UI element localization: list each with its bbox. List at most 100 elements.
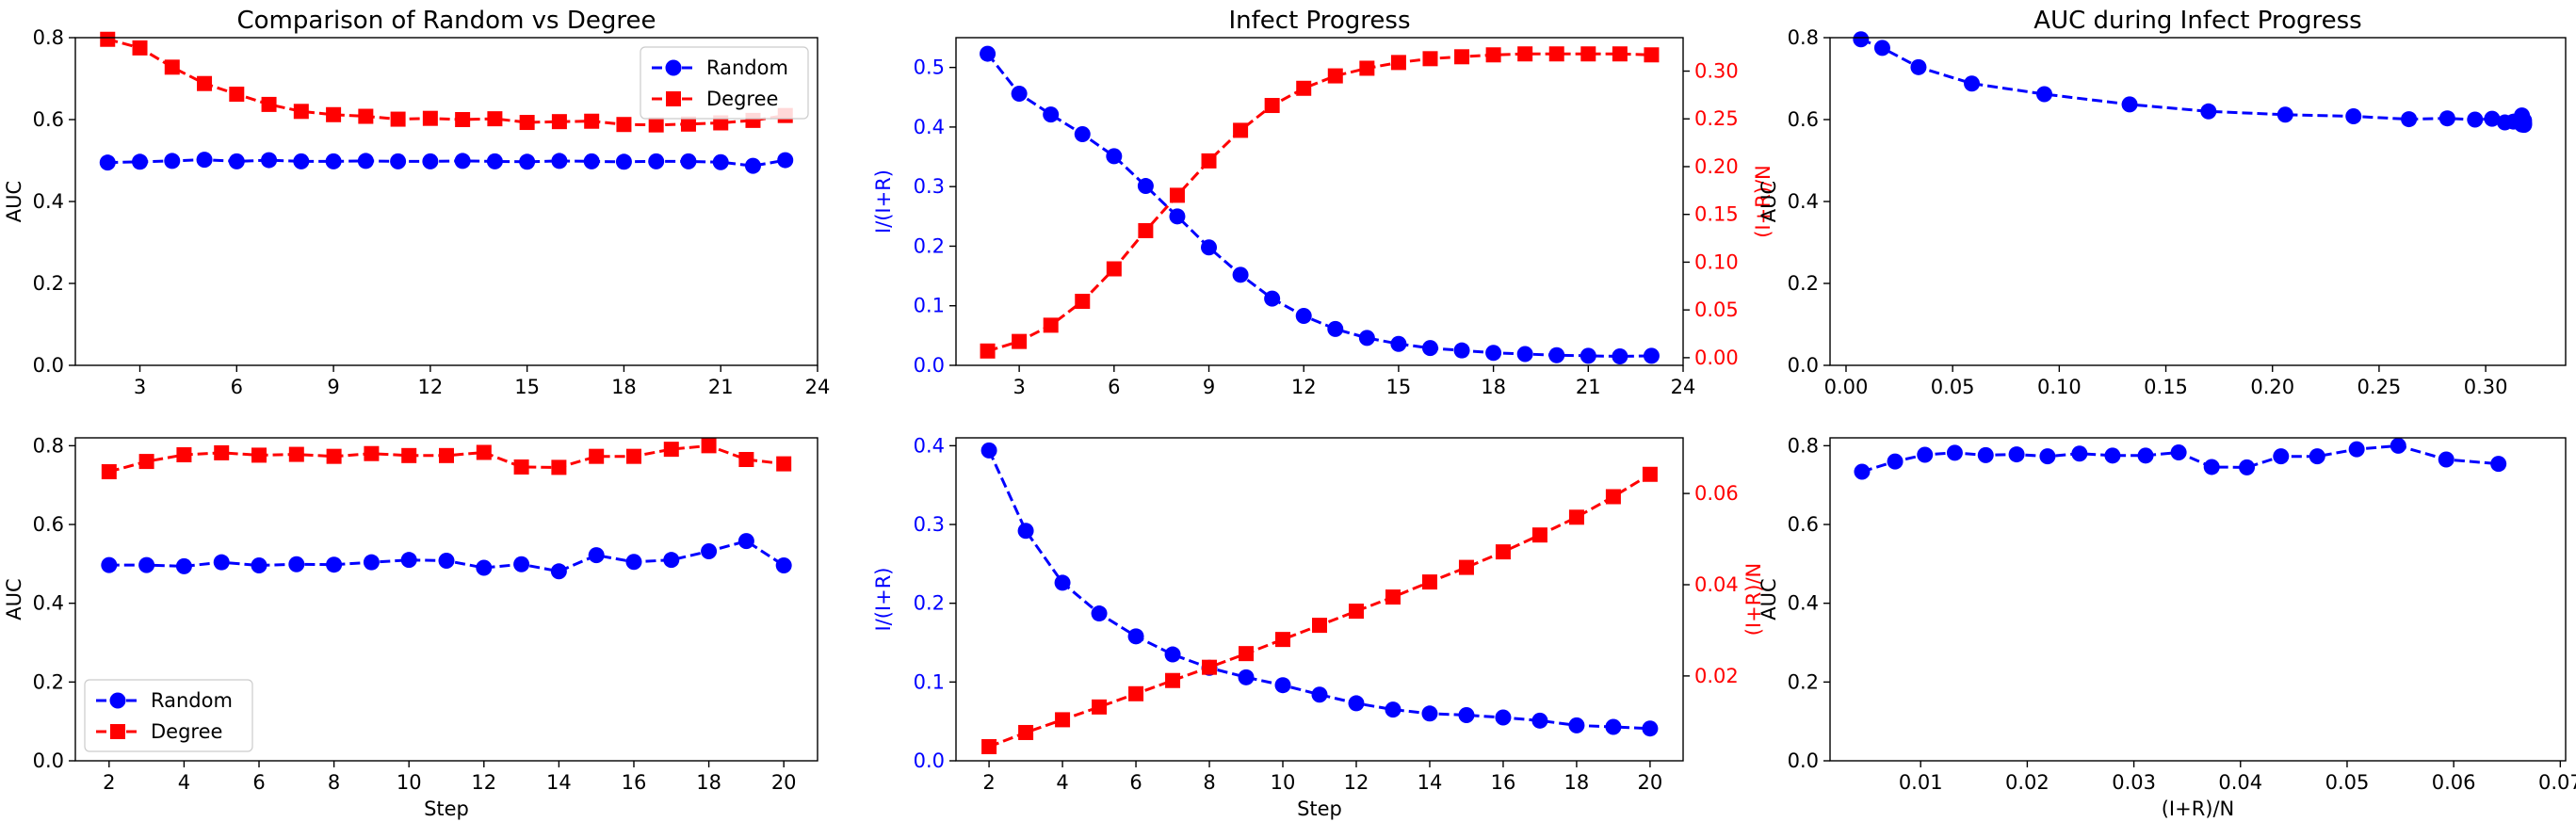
data-point bbox=[663, 552, 680, 569]
legend-label: Degree bbox=[706, 88, 778, 110]
x-tick-label: 0.04 bbox=[2218, 771, 2262, 794]
data-point bbox=[2401, 111, 2418, 128]
data-point bbox=[701, 438, 717, 454]
y-tick-label: 0.6 bbox=[1788, 513, 1819, 536]
y-axis-label: I/(I+R) bbox=[872, 169, 895, 234]
data-point bbox=[1348, 604, 1364, 620]
y-right-tick-label: 0.25 bbox=[1694, 107, 1739, 130]
x-tick-label: 6 bbox=[231, 376, 243, 398]
data-point bbox=[1074, 126, 1091, 143]
data-point bbox=[1296, 80, 1312, 96]
y-tick-label: 0.2 bbox=[33, 670, 64, 693]
data-point bbox=[776, 456, 792, 472]
y-tick-label: 0.4 bbox=[33, 190, 64, 213]
data-point bbox=[251, 557, 267, 574]
data-point bbox=[1164, 646, 1181, 663]
series--i-r-n bbox=[980, 46, 1660, 359]
y-tick-label: 0.1 bbox=[914, 295, 945, 317]
data-point bbox=[2438, 451, 2454, 468]
data-point bbox=[390, 153, 407, 169]
data-point bbox=[519, 153, 536, 170]
data-point bbox=[1422, 51, 1438, 67]
data-point bbox=[390, 111, 406, 127]
data-point bbox=[101, 556, 118, 573]
data-point bbox=[1454, 49, 1470, 65]
data-point bbox=[1605, 489, 1621, 505]
data-point bbox=[1359, 60, 1375, 76]
x-tick-label: 15 bbox=[1386, 376, 1412, 398]
series-degree bbox=[101, 438, 792, 479]
data-point bbox=[2008, 446, 2025, 463]
y-tick-label: 0.2 bbox=[914, 234, 945, 257]
data-point bbox=[1568, 509, 1584, 525]
data-point bbox=[229, 87, 245, 103]
x-tick-label: 18 bbox=[1481, 376, 1506, 398]
data-point bbox=[589, 448, 605, 464]
data-point bbox=[680, 116, 696, 132]
data-point bbox=[2104, 447, 2121, 464]
data-point bbox=[1201, 153, 1217, 169]
series-i-i-r- bbox=[980, 45, 1660, 365]
y-tick-label: 0.4 bbox=[1788, 592, 1819, 615]
data-point bbox=[251, 447, 267, 463]
data-point bbox=[1964, 75, 1981, 92]
data-point bbox=[261, 152, 278, 169]
x-tick-label: 20 bbox=[771, 771, 797, 794]
x-tick-label: 15 bbox=[514, 376, 540, 398]
series-line bbox=[106, 38, 786, 127]
data-point bbox=[288, 446, 304, 462]
x-tick-label: 6 bbox=[252, 771, 265, 794]
y-tick-label: 0.6 bbox=[33, 513, 64, 536]
data-point bbox=[325, 153, 342, 169]
legend-marker bbox=[666, 91, 681, 106]
data-point bbox=[1458, 559, 1474, 575]
data-point bbox=[1233, 122, 1249, 138]
data-point bbox=[1642, 466, 1658, 482]
chart-title: Infect Progress bbox=[1228, 7, 1410, 35]
data-point bbox=[1644, 47, 1660, 63]
data-point bbox=[1043, 317, 1059, 333]
series-line bbox=[107, 158, 786, 168]
legend-item-random: Random bbox=[96, 689, 233, 712]
chart-panel-5: 2 4 6 8 10 12 14 16 18 20 0.0 0.1 0.2 0.3 0.4 0.02 0.04 0… bbox=[872, 434, 1765, 820]
y-right-axis-label: (I+R)/N bbox=[1742, 563, 1765, 637]
legend-marker bbox=[109, 692, 126, 709]
legend-item-degree: Degree bbox=[652, 88, 778, 110]
x-tick-label: 0.15 bbox=[2144, 376, 2188, 398]
data-point bbox=[1201, 239, 1218, 256]
y-axis-label: AUC bbox=[1758, 181, 1780, 222]
legend-item-random: Random bbox=[652, 56, 788, 79]
y-axis-label: I/(I+R) bbox=[872, 567, 895, 631]
y-right-tick-label: 0.10 bbox=[1694, 250, 1739, 273]
data-point bbox=[326, 106, 342, 122]
x-tick-label: 24 bbox=[1671, 376, 1696, 398]
legend-box bbox=[84, 679, 253, 752]
data-point bbox=[288, 556, 305, 572]
y-right-tick-label: 0.05 bbox=[1694, 298, 1739, 321]
data-point bbox=[2345, 108, 2362, 125]
data-point bbox=[980, 343, 996, 359]
legend-label: Random bbox=[706, 56, 788, 79]
data-point bbox=[1495, 709, 1512, 726]
data-point bbox=[1106, 148, 1123, 165]
data-point bbox=[1091, 605, 1108, 622]
data-point bbox=[701, 542, 718, 559]
y-right-tick-label: 0.30 bbox=[1694, 60, 1739, 83]
data-point bbox=[551, 153, 568, 169]
x-tick-label: 0.03 bbox=[2112, 771, 2156, 794]
y-tick-label: 0.0 bbox=[33, 354, 64, 377]
data-point bbox=[551, 114, 567, 130]
data-point bbox=[1548, 347, 1565, 363]
y-tick-label: 0.8 bbox=[33, 434, 64, 457]
axes-frame bbox=[955, 37, 1684, 366]
y-axis-label: AUC bbox=[3, 578, 25, 620]
data-point bbox=[1421, 340, 1438, 357]
data-point bbox=[1075, 294, 1091, 310]
x-tick-label: 14 bbox=[1418, 771, 1443, 794]
data-point bbox=[615, 153, 632, 170]
x-tick-label: 3 bbox=[1013, 376, 1025, 398]
data-point bbox=[1169, 208, 1186, 225]
data-point bbox=[981, 738, 997, 754]
data-point bbox=[1605, 718, 1622, 735]
legend: Random Degree bbox=[640, 46, 809, 120]
